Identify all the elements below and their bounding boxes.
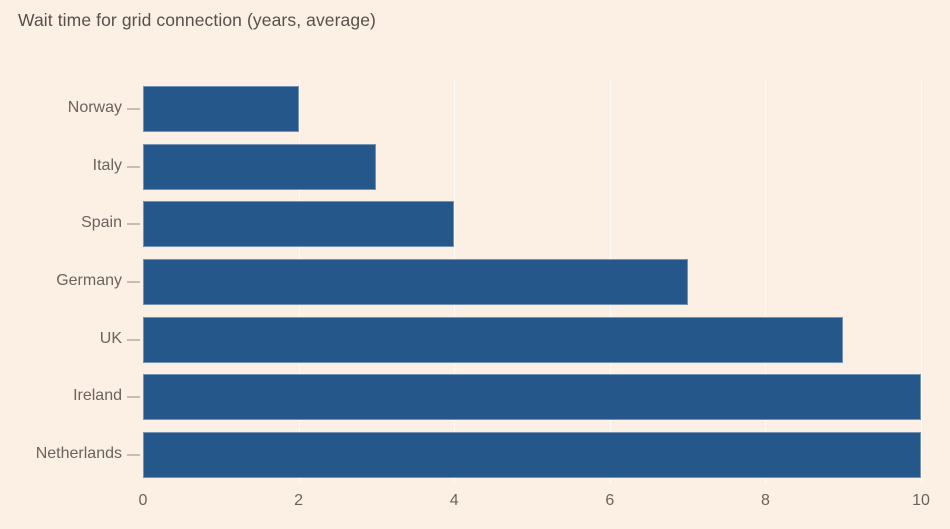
- category-tick-mark: [127, 107, 140, 110]
- bar-italy: [143, 143, 377, 190]
- category-label-spain: Spain: [81, 214, 122, 232]
- bar-norway: [143, 85, 299, 132]
- bar-spain: [143, 201, 455, 248]
- gridline-8: [765, 80, 767, 484]
- bar-uk: [143, 316, 844, 363]
- category-tick-mark: [127, 165, 140, 168]
- x-tick-label-4: 4: [449, 492, 459, 509]
- category-label-netherlands: Netherlands: [35, 445, 122, 463]
- bar-ireland: [143, 374, 921, 421]
- category-tick-mark: [127, 223, 140, 226]
- category-tick-mark: [127, 454, 140, 457]
- category-tick-mark: [127, 338, 140, 341]
- gridline-10: [921, 80, 922, 484]
- x-tick-label-10: 10: [912, 492, 930, 509]
- bar-netherlands: [143, 432, 921, 479]
- category-tick-mark: [127, 281, 140, 283]
- category-label-germany: Germany: [56, 272, 122, 289]
- category-label-norway: Norway: [67, 98, 122, 116]
- x-tick-label-0: 0: [138, 492, 148, 509]
- bar-germany: [143, 259, 688, 305]
- x-tick-label-8: 8: [760, 492, 770, 509]
- category-label-ireland: Ireland: [73, 387, 122, 405]
- x-tick-label-2: 2: [294, 492, 304, 509]
- category-tick-mark: [127, 396, 140, 399]
- category-label-italy: Italy: [92, 156, 122, 174]
- chart-title: Wait time for grid connection (years, av…: [18, 10, 376, 30]
- category-label-uk: UK: [99, 329, 122, 347]
- x-tick-label-6: 6: [605, 492, 615, 509]
